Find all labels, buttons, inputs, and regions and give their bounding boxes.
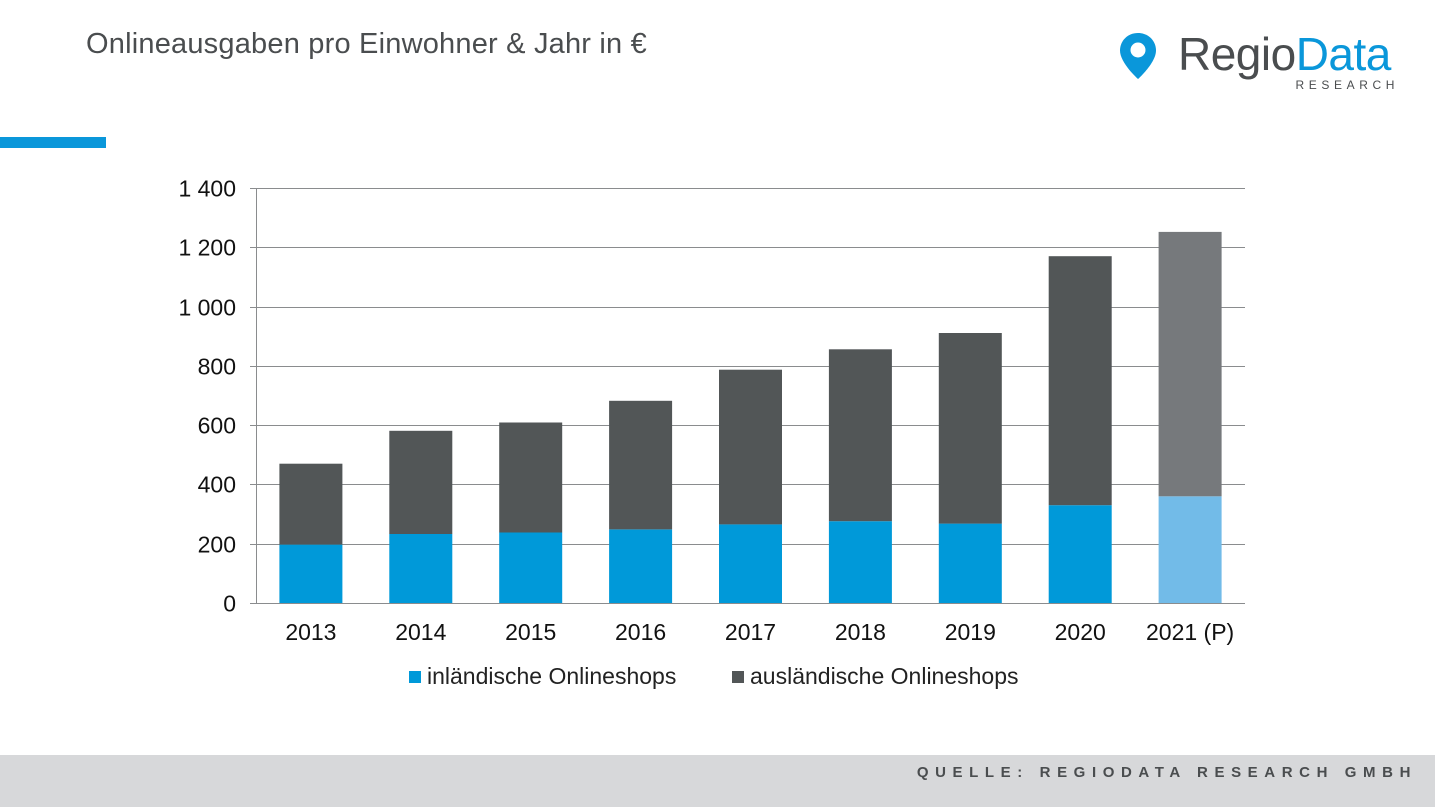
bar-segment-auslaendisch [1048,256,1112,506]
x-tick-label: 2014 [395,619,446,645]
bar-segment-auslaendisch [609,400,673,530]
bar-segment-auslaendisch [1158,231,1222,497]
x-tick-label: 2019 [945,619,996,645]
bar-segment-auslaendisch [279,463,343,545]
bar-segment-auslaendisch [719,369,782,525]
x-tick-label: 2021 (P) [1146,619,1234,645]
legend-label-inlaendisch: inländische Onlineshops [427,663,677,689]
legend-label-auslaendisch: ausländische Onlineshops [750,663,1019,689]
bar-segment-inlaendisch [719,524,782,603]
y-tick-label: 400 [198,472,236,498]
chart-title: Onlineausgaben pro Einwohner & Jahr in € [86,28,647,60]
bar-segment-inlaendisch [389,533,453,603]
x-tick-label: 2020 [1055,619,1106,645]
bar-segment-inlaendisch [828,521,892,603]
bar-segment-auslaendisch [499,422,563,533]
y-tick-label: 1 400 [178,176,236,202]
regiodata-logo: RegioData RESEARCH [1118,28,1408,94]
bar-segment-inlaendisch [1048,505,1112,603]
legend-swatch-inlaendisch [409,671,421,683]
accent-bar [0,137,106,148]
bar-segment-inlaendisch [609,529,673,603]
source-note: QUELLE: REGIODATA RESEARCH GMBH [916,764,1417,781]
y-tick-label: 800 [198,354,236,380]
axes [250,188,1245,604]
bar-segment-inlaendisch [279,544,343,603]
logo-word-data: Data [1295,28,1392,80]
map-pin-logo-icon [1120,33,1156,79]
x-tick-label: 2015 [505,619,556,645]
y-tick-label: 600 [198,413,236,439]
x-tick-label: 2013 [285,619,336,645]
x-tick-label: 2018 [835,619,886,645]
y-tick-label: 0 [223,591,236,617]
bar-segment-inlaendisch [499,532,563,603]
y-axis-labels: 0 200 400 600 800 1 000 1 200 1 400 [178,176,236,617]
y-tick-label: 1 000 [178,295,236,321]
x-tick-label: 2017 [725,619,776,645]
bar-segment-auslaendisch [938,333,1002,524]
bar-segment-auslaendisch [389,430,453,534]
bar-segment-inlaendisch [1158,496,1222,603]
legend-swatch-auslaendisch [732,671,744,683]
x-tick-label: 2016 [615,619,666,645]
footer: QUELLE: REGIODATA RESEARCH GMBH [0,755,1435,807]
bars [279,231,1222,603]
logo-subtitle: RESEARCH [1295,78,1399,92]
logo-wordmark: RegioData [1178,28,1391,80]
bar-segment-inlaendisch [938,523,1002,603]
bar-segment-auslaendisch [828,349,892,522]
y-tick-label: 1 200 [178,235,236,261]
x-axis-labels: 2013 2014 2015 2016 2017 2018 2019 2020 2021 (P) [285,619,1234,645]
y-tick-label: 200 [198,532,236,558]
logo-word-regio: Regio [1178,28,1296,80]
